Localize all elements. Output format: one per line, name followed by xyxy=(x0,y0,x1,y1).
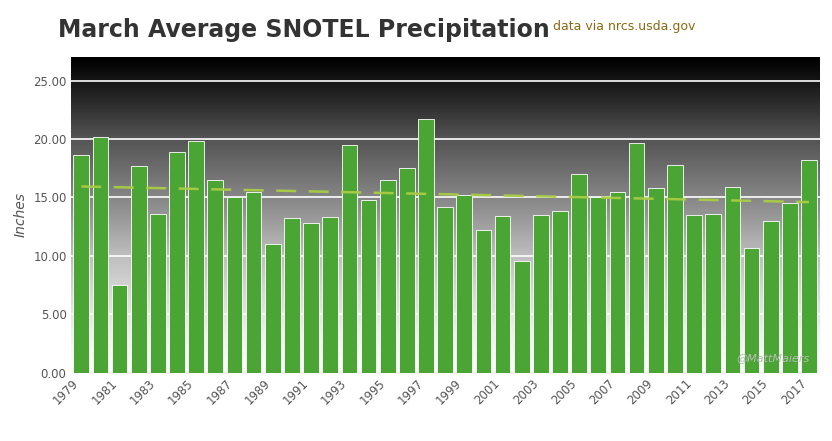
Bar xyxy=(418,119,433,373)
Bar xyxy=(725,187,740,373)
Bar xyxy=(495,216,510,373)
Bar xyxy=(552,212,568,373)
Bar xyxy=(782,203,798,373)
Bar xyxy=(245,192,261,373)
Bar xyxy=(207,180,223,373)
Y-axis label: Inches: Inches xyxy=(13,192,27,238)
Bar xyxy=(591,198,607,373)
Bar xyxy=(629,142,645,373)
Bar xyxy=(111,285,127,373)
Text: March Average SNOTEL Precipitation: March Average SNOTEL Precipitation xyxy=(58,18,550,41)
Bar xyxy=(514,261,530,373)
Bar xyxy=(360,200,376,373)
Bar xyxy=(476,230,491,373)
Bar xyxy=(686,215,702,373)
Bar xyxy=(131,166,146,373)
Bar xyxy=(610,192,626,373)
Bar xyxy=(457,195,472,373)
Bar xyxy=(284,218,300,373)
Text: data via nrcs.usda.gov: data via nrcs.usda.gov xyxy=(545,20,696,33)
Bar xyxy=(169,152,185,373)
Bar xyxy=(763,221,779,373)
Bar xyxy=(706,214,721,373)
Bar xyxy=(380,180,395,373)
Bar xyxy=(801,160,817,373)
Bar xyxy=(226,198,242,373)
Bar xyxy=(341,145,357,373)
Bar xyxy=(533,215,549,373)
Bar xyxy=(572,174,587,373)
Bar xyxy=(265,244,280,373)
Bar xyxy=(667,165,683,373)
Bar xyxy=(150,214,166,373)
Bar xyxy=(322,217,338,373)
Bar xyxy=(744,248,760,373)
Bar xyxy=(73,155,89,373)
Bar xyxy=(92,137,108,373)
Bar xyxy=(438,207,453,373)
Bar xyxy=(648,188,664,373)
Text: @MattMaiers: @MattMaiers xyxy=(736,353,810,363)
Bar xyxy=(399,168,414,373)
Bar xyxy=(303,223,319,373)
Bar xyxy=(188,142,204,373)
